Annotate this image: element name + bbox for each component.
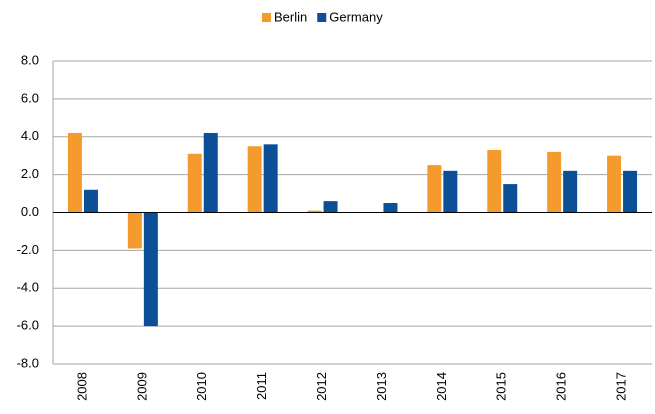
bar xyxy=(547,151,562,213)
bar xyxy=(623,170,638,213)
x-tick-label: 2014 xyxy=(434,372,449,401)
x-tick-label: 2015 xyxy=(494,372,509,401)
x-tick-label: 2016 xyxy=(554,372,569,401)
bar xyxy=(427,165,442,213)
x-tick-label: 2011 xyxy=(254,372,269,400)
bar xyxy=(67,132,82,213)
x-tick-label: 2009 xyxy=(134,372,149,401)
bar xyxy=(443,170,458,213)
x-tick-label: 2013 xyxy=(374,372,389,401)
y-tick-label: -8.0 xyxy=(17,355,39,370)
legend-swatch xyxy=(317,13,327,22)
y-tick-label: -2.0 xyxy=(17,242,39,257)
legend-label: Berlin xyxy=(274,9,307,24)
y-tick-label: -6.0 xyxy=(17,318,39,333)
y-tick-label: 0.0 xyxy=(21,204,39,219)
y-tick-label: 6.0 xyxy=(21,90,39,105)
bar xyxy=(143,212,158,327)
bar xyxy=(383,203,398,213)
bar xyxy=(263,144,278,213)
y-tick-label: 2.0 xyxy=(21,166,39,181)
x-tick-label: 2017 xyxy=(613,372,628,401)
bar xyxy=(187,153,202,213)
bar xyxy=(323,201,338,213)
x-tick-label: 2008 xyxy=(74,372,89,401)
bar xyxy=(307,210,322,213)
y-tick-label: -4.0 xyxy=(17,280,39,295)
legend-swatch xyxy=(262,13,271,22)
bar xyxy=(563,170,578,213)
bar xyxy=(203,132,218,213)
bar xyxy=(247,146,262,213)
bar xyxy=(83,189,98,213)
x-tick-label: 2010 xyxy=(194,372,209,401)
y-tick-label: 4.0 xyxy=(21,128,39,143)
y-tick-label: 8.0 xyxy=(21,52,39,67)
bar xyxy=(487,150,502,213)
bar xyxy=(503,184,518,213)
x-tick-label: 2012 xyxy=(314,372,329,401)
legend-label: Germany xyxy=(329,9,383,24)
bar xyxy=(607,155,622,213)
bar xyxy=(127,212,142,249)
